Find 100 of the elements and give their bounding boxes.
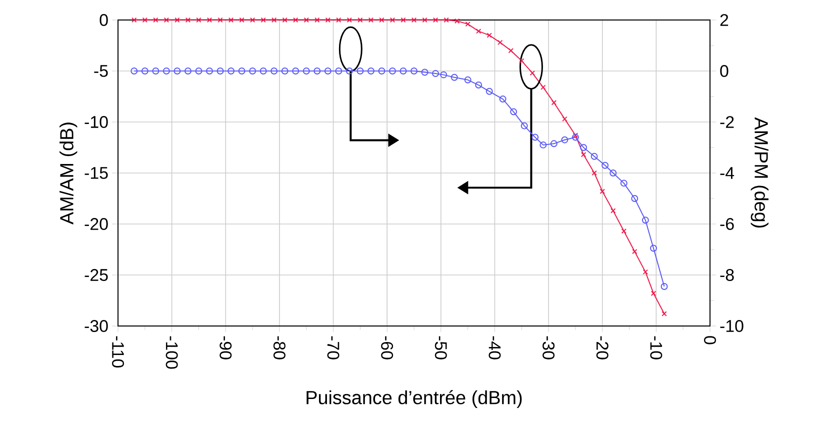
point	[621, 228, 627, 234]
point	[650, 290, 656, 296]
point	[390, 17, 396, 23]
point	[218, 17, 223, 23]
point	[324, 68, 332, 74]
point	[580, 144, 588, 151]
y2-tick-label: -2	[720, 116, 734, 128]
x-tick-label: -70	[327, 336, 340, 360]
point	[196, 17, 202, 23]
point	[228, 17, 234, 23]
point	[142, 17, 148, 23]
point	[590, 152, 598, 160]
point	[314, 17, 320, 23]
point	[464, 76, 472, 84]
point	[281, 68, 288, 74]
point	[540, 141, 547, 148]
point	[600, 188, 605, 194]
point	[432, 17, 438, 23]
point	[206, 68, 213, 74]
point	[642, 216, 649, 224]
x-tick-label: -110	[112, 336, 124, 368]
point	[610, 208, 616, 214]
point	[499, 96, 506, 103]
point	[400, 68, 407, 74]
point	[450, 74, 458, 81]
x-tick-label: -100	[166, 336, 178, 369]
point	[174, 68, 181, 74]
point	[602, 162, 609, 169]
point	[239, 17, 244, 23]
point	[486, 88, 493, 95]
point	[238, 68, 246, 74]
point	[346, 68, 353, 74]
point	[610, 170, 617, 176]
point	[206, 17, 212, 23]
point	[314, 68, 321, 74]
y-tick-label: -15	[84, 167, 108, 179]
point	[378, 68, 386, 74]
point	[153, 17, 158, 23]
y-tick-label: -25	[84, 269, 108, 281]
point	[562, 116, 568, 122]
point	[325, 17, 331, 23]
point	[551, 100, 557, 106]
point	[642, 269, 648, 275]
point	[292, 68, 300, 74]
point	[498, 40, 503, 46]
point	[368, 17, 374, 23]
point	[400, 17, 406, 23]
point	[561, 136, 568, 144]
point	[152, 68, 160, 74]
y2-tick-label: -4	[720, 167, 734, 179]
point	[304, 17, 309, 23]
point	[164, 17, 170, 23]
y2-tick-label: 2	[720, 14, 728, 26]
point	[440, 71, 448, 78]
x-tick-label: -60	[381, 336, 394, 360]
y2-tick-label: -10	[720, 320, 744, 332]
point	[356, 68, 364, 74]
point	[465, 21, 470, 27]
point	[532, 134, 539, 141]
y2-tick-label: -6	[720, 218, 734, 230]
point	[540, 84, 546, 90]
point	[530, 70, 536, 76]
point	[346, 17, 352, 23]
point	[358, 17, 363, 23]
y-tick-label: -20	[84, 218, 108, 230]
x-tick-label: -90	[220, 336, 232, 360]
point	[282, 17, 288, 23]
point	[379, 17, 384, 23]
point	[260, 68, 267, 74]
x-tick-label: -50	[434, 336, 447, 360]
point	[421, 68, 428, 76]
point	[335, 68, 342, 74]
point	[572, 132, 578, 138]
point	[411, 17, 417, 23]
x-tick-label: -10	[650, 336, 662, 360]
point	[592, 170, 597, 176]
y2-tick-label: 0	[720, 65, 728, 77]
point	[632, 248, 638, 254]
y-tick-label: 0	[100, 14, 108, 26]
point	[510, 108, 518, 116]
point	[550, 140, 558, 148]
y-tick-label: -10	[84, 116, 108, 128]
y-tick-label: -30	[84, 320, 108, 332]
point	[302, 68, 310, 74]
y2-tick-label: -8	[720, 269, 734, 281]
x-tick-label: -20	[596, 336, 608, 360]
point	[250, 17, 256, 23]
point	[432, 70, 440, 78]
point	[454, 18, 460, 24]
point	[410, 68, 418, 74]
x-tick-label: -80	[273, 336, 286, 360]
point	[520, 122, 528, 130]
point	[270, 68, 278, 74]
point	[580, 152, 586, 158]
point	[195, 68, 202, 74]
y2-axis-title: AM/PM (deg)	[750, 117, 768, 228]
point	[508, 48, 514, 54]
point	[475, 82, 482, 89]
point	[476, 28, 482, 34]
x-axis-title: Puissance d’entrée (dBm)	[306, 390, 522, 408]
